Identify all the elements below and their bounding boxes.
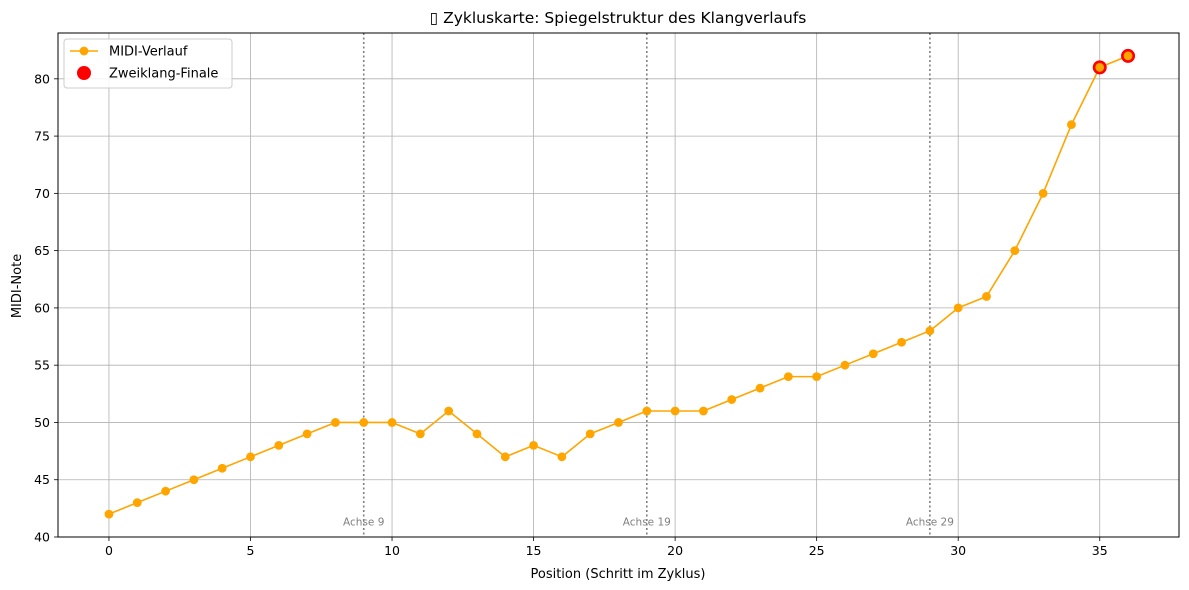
line-point-midi-verlauf bbox=[161, 486, 170, 496]
line-point-midi-verlauf bbox=[670, 406, 680, 416]
x-tick-label: 15 bbox=[526, 543, 542, 558]
line-point-midi-verlauf bbox=[897, 337, 906, 347]
legend-line-marker bbox=[79, 46, 89, 56]
line-point-midi-verlauf bbox=[840, 360, 850, 370]
y-tick-label: 80 bbox=[34, 71, 50, 86]
y-tick-label: 45 bbox=[34, 472, 50, 487]
line-point-midi-verlauf bbox=[444, 406, 454, 416]
series-layer bbox=[104, 48, 1136, 519]
series-line-midi-verlauf bbox=[108, 55, 1129, 515]
y-axis-label: MIDI-Note bbox=[10, 254, 25, 318]
y-tick-label: 50 bbox=[34, 415, 50, 430]
line-point-midi-verlauf bbox=[331, 418, 340, 427]
line-point-midi-verlauf bbox=[500, 452, 510, 462]
legend-scatter-marker bbox=[77, 66, 91, 80]
x-axis-label: Position (Schritt im Zyklus) bbox=[531, 567, 706, 582]
x-tick-label: 5 bbox=[247, 543, 255, 558]
line-point-midi-verlauf bbox=[359, 418, 369, 427]
line-point-midi-verlauf bbox=[104, 509, 114, 519]
grid-lines bbox=[58, 33, 1179, 538]
y-tick-label: 60 bbox=[34, 300, 50, 315]
axis-ticks: 0 5 10 15 20 25 30 35 40 45 50 55 60 65 70 75 80 bbox=[34, 71, 1108, 558]
x-tick-label: 10 bbox=[384, 543, 400, 558]
legend-label-midi-verlauf: MIDI-Verlauf bbox=[109, 45, 188, 60]
line-point-midi-verlauf bbox=[529, 440, 538, 450]
x-tick-label: 0 bbox=[105, 543, 113, 558]
line-point-midi-verlauf bbox=[642, 406, 652, 416]
axis-marker-label: Achse 29 bbox=[906, 517, 954, 529]
line-point-midi-verlauf bbox=[925, 326, 935, 336]
axis-markers: Achse 9 Achse 19 Achse 29 bbox=[343, 33, 954, 537]
line-point-midi-verlauf bbox=[1067, 120, 1076, 130]
chart-title: ▯ Zykluskarte: Spiegelstruktur des Klang… bbox=[430, 9, 807, 27]
x-tick-label: 25 bbox=[809, 543, 825, 558]
line-point-midi-verlauf bbox=[812, 372, 822, 382]
legend-box bbox=[63, 38, 233, 89]
line-point-midi-verlauf bbox=[614, 418, 623, 427]
line-point-midi-verlauf bbox=[1123, 51, 1133, 61]
line-point-midi-verlauf bbox=[953, 303, 963, 313]
y-tick-label: 70 bbox=[34, 186, 50, 201]
line-point-midi-verlauf bbox=[132, 498, 142, 508]
y-tick-label: 65 bbox=[34, 243, 50, 258]
line-point-midi-verlauf bbox=[585, 429, 595, 439]
plot-frame bbox=[57, 32, 1180, 538]
axis-marker-label: Achse 9 bbox=[343, 517, 384, 529]
line-point-midi-verlauf bbox=[755, 383, 765, 393]
line-point-midi-verlauf bbox=[387, 418, 397, 427]
legend: MIDI-Verlauf Zweiklang-Finale bbox=[63, 38, 233, 89]
line-point-midi-verlauf bbox=[982, 292, 991, 301]
line-point-midi-verlauf bbox=[274, 440, 284, 450]
y-tick-label: 75 bbox=[34, 129, 50, 144]
line-point-midi-verlauf bbox=[415, 429, 425, 439]
line-point-midi-verlauf bbox=[246, 452, 255, 462]
axis-marker-label: Achse 19 bbox=[623, 517, 671, 529]
line-point-midi-verlauf bbox=[472, 429, 482, 439]
line-point-midi-verlauf bbox=[727, 395, 737, 404]
legend-label-zweiklang-finale: Zweiklang-Finale bbox=[109, 67, 218, 82]
line-point-midi-verlauf bbox=[557, 452, 567, 462]
line-point-midi-verlauf bbox=[217, 463, 227, 473]
x-tick-label: 35 bbox=[1092, 543, 1108, 558]
line-point-midi-verlauf bbox=[1095, 62, 1105, 72]
line-point-midi-verlauf bbox=[868, 349, 878, 359]
line-point-midi-verlauf bbox=[302, 429, 312, 439]
line-point-midi-verlauf bbox=[1038, 188, 1048, 198]
y-tick-label: 40 bbox=[34, 530, 50, 545]
y-tick-label: 55 bbox=[34, 358, 50, 373]
line-point-midi-verlauf bbox=[783, 372, 793, 382]
x-tick-label: 30 bbox=[950, 543, 966, 558]
line-point-midi-verlauf bbox=[189, 475, 199, 485]
x-tick-label: 20 bbox=[667, 543, 683, 558]
line-point-midi-verlauf bbox=[699, 406, 708, 416]
line-point-midi-verlauf bbox=[1010, 246, 1020, 256]
